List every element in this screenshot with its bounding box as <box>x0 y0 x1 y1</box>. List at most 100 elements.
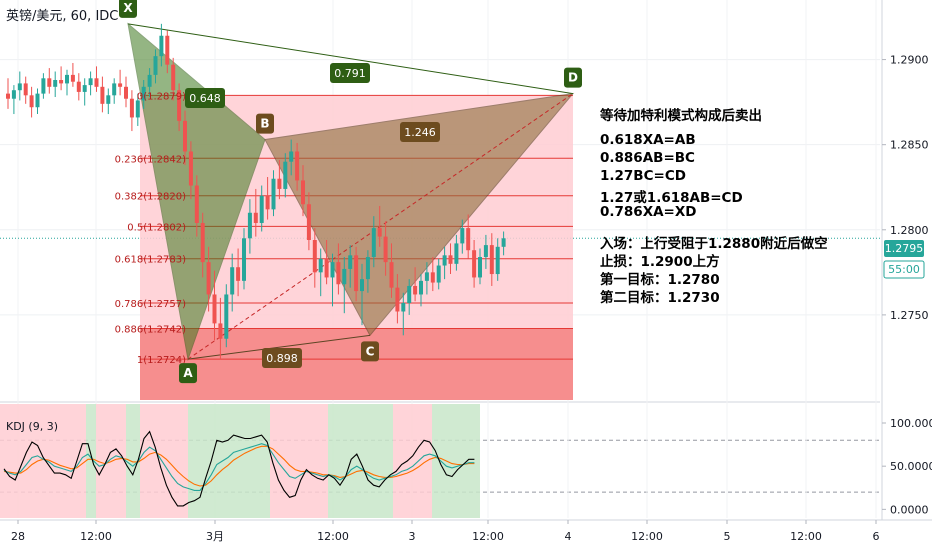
candle-body <box>289 151 294 162</box>
point-badge-d <box>564 67 582 88</box>
point-badge-b <box>256 113 274 134</box>
price-tick-label: 1.2850 <box>890 139 929 152</box>
symbol-title: 英镑/美元, 60, IDC <box>6 8 118 24</box>
candle-body <box>147 74 152 87</box>
candle-body <box>141 86 146 101</box>
candle-body <box>301 180 305 205</box>
candle-body <box>342 268 347 285</box>
kdj-tick-label: 50.0000 <box>890 460 932 473</box>
kdj-band <box>270 404 328 518</box>
ratio-badge <box>185 88 225 108</box>
candle-body <box>472 250 477 278</box>
indicator-label: KDJ (9, 3) <box>6 420 58 433</box>
strategy-note-line: 0.886AB=BC <box>600 150 695 166</box>
candle-body <box>277 178 282 189</box>
candle-body <box>312 240 317 273</box>
candle-body <box>41 78 46 94</box>
fib-level-label: 0(1.2879) <box>137 91 186 102</box>
candle-body <box>23 83 28 96</box>
kdj-band <box>0 404 86 518</box>
candle-body <box>88 78 93 86</box>
candle-body <box>401 302 406 312</box>
time-tick-label: 3月 <box>206 530 224 543</box>
candle-body <box>118 83 123 87</box>
candle-body <box>200 222 205 263</box>
kdj-d-line <box>3 445 475 487</box>
candle-body <box>82 85 87 92</box>
strategy-note-line: 第二目标：1.2730 <box>600 290 720 306</box>
candle-body <box>171 64 176 91</box>
candle-body <box>165 35 170 65</box>
candle-body <box>478 257 482 278</box>
candle-body <box>348 255 353 269</box>
ratio-label: 0.791 <box>334 67 366 80</box>
kdj-j-line <box>3 430 475 507</box>
fib-level-label: 0.5(1.2802) <box>127 222 186 233</box>
pattern-xd-line <box>127 23 574 95</box>
pattern-bcd-triangle <box>264 92 575 337</box>
candle-body <box>466 228 471 251</box>
candle-body <box>35 93 40 108</box>
candle-body <box>395 287 400 312</box>
candle-body <box>206 262 211 295</box>
candle-body <box>194 185 199 223</box>
candle-body <box>354 255 359 292</box>
candle-body <box>413 285 418 295</box>
fibonacci-labels: 0(1.2879) 0.236(1.2842) 0.382(1.2820) 0.5(1… <box>115 91 187 366</box>
fib-level-label: 0.786(1.2757) <box>115 299 187 310</box>
candle-body <box>224 294 229 339</box>
countdown-label: 55:00 <box>888 263 920 276</box>
kdj-lines <box>3 430 475 507</box>
ratio-label: 0.898 <box>266 352 298 365</box>
point-badge-x <box>119 0 137 18</box>
candle-body <box>247 212 252 239</box>
time-tick-label: 12:00 <box>631 530 663 543</box>
candle-body <box>59 80 64 84</box>
ratio-badge <box>330 63 370 83</box>
price-tick-label: 1.2800 <box>890 224 929 237</box>
kdj-band <box>86 404 96 518</box>
candle-body <box>230 267 235 295</box>
candle-body <box>6 93 10 99</box>
candle-body <box>389 262 394 288</box>
time-tick-label: 12:00 <box>790 530 822 543</box>
candle-body <box>253 212 258 223</box>
time-tick-label: 4 <box>565 530 572 543</box>
candle-body <box>159 35 164 57</box>
strategy-note-line: 止损：1.2900上方 <box>600 254 720 270</box>
candles <box>6 23 506 360</box>
candle-body <box>112 83 117 96</box>
kdj-k-line <box>3 443 475 491</box>
point-label-x: X <box>123 1 133 15</box>
ratio-label: 1.246 <box>404 126 436 139</box>
candle-body <box>489 245 494 275</box>
kdj-band <box>126 404 140 518</box>
ratio-badge <box>400 122 440 142</box>
candle-body <box>129 98 134 118</box>
last-price-tag: 1.2795 55:00 <box>883 240 925 279</box>
fib-level-label: 0.236(1.2842) <box>115 154 187 165</box>
candle-body <box>371 228 376 258</box>
strategy-note-line: 1.27BC=CD <box>600 168 686 184</box>
candle-body <box>29 95 34 108</box>
candle-body <box>153 56 158 75</box>
candle-body <box>283 161 288 189</box>
candle-body <box>76 81 81 92</box>
kdj-background-bands <box>0 404 480 518</box>
candle-body <box>495 246 500 275</box>
candle-body <box>47 78 52 87</box>
time-tick-label: 5 <box>724 530 731 543</box>
ratio-label: 0.648 <box>189 92 221 105</box>
candle-body <box>306 204 311 240</box>
kdj-band <box>96 404 126 518</box>
last-price-label: 1.2795 <box>885 242 924 255</box>
candle-body <box>265 195 270 210</box>
candle-body <box>430 272 435 283</box>
strategy-note-line: 入场：上行受阻于1.2880附近后做空 <box>600 236 828 252</box>
strategy-note-line: 1.27或1.618AB=CD <box>600 190 743 206</box>
fib-level-label: 0.886(1.2742) <box>115 325 187 336</box>
candle-body <box>17 83 22 91</box>
strategy-note-line: 0.618XA=AB <box>600 132 696 148</box>
candle-body <box>419 280 423 295</box>
